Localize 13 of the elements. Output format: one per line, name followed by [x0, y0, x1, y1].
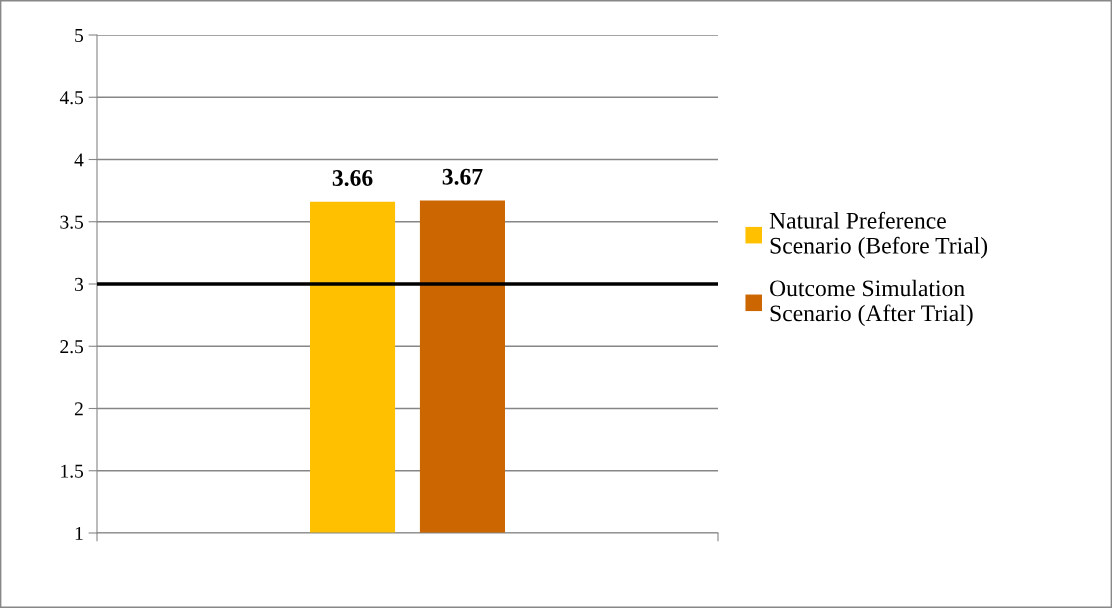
legend-label: Outcome Simulation Scenario (After Trial)	[770, 279, 973, 327]
y-tick-label: 4.5	[59, 91, 84, 105]
y-tick-label: 1	[75, 526, 83, 540]
data-label: 3.67	[442, 168, 483, 185]
y-tick-label: 2.5	[60, 340, 84, 354]
y-tick-label: 3.5	[60, 215, 84, 229]
y-tick-label: 4	[74, 153, 84, 167]
y-tick-label: 1.5	[61, 464, 84, 478]
legend-label: Natural Preference Scenario (Before Trial)	[769, 211, 988, 259]
y-tick-label: 2	[74, 402, 83, 416]
data-label: 3.66	[332, 170, 373, 187]
y-tick-label: 3	[75, 277, 84, 291]
y-tick-label: 5	[75, 29, 84, 42]
